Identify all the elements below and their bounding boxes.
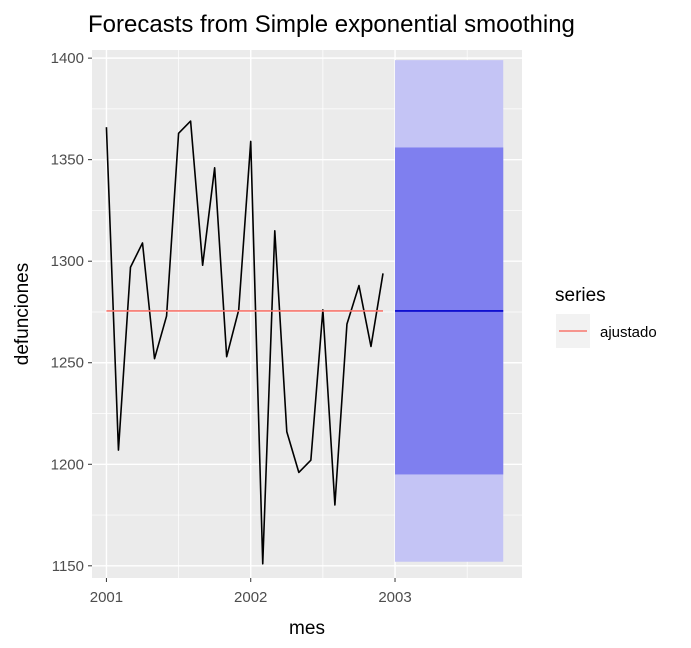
x-axis-title: mes [289,618,325,639]
x-tick-label: 2001 [90,589,123,606]
legend: series ajustado [555,285,657,348]
x-tick-label: 2002 [234,589,267,606]
x-tick-label: 2003 [378,589,411,606]
legend-title: series [555,285,606,306]
legend-label-ajustado: ajustado [600,324,657,341]
y-tick-label: 1400 [51,50,84,67]
y-tick-label: 1350 [51,152,84,169]
axis-ticks [88,57,396,582]
y-tick-label: 1300 [51,253,84,270]
y-tick-label: 1250 [51,355,84,372]
y-tick-label: 1150 [52,558,84,575]
observed-series-line [105,120,384,565]
chart-title: Forecasts from Simple exponential smooth… [88,11,575,38]
series-lines [105,120,504,565]
y-axis-title: defunciones [12,263,33,365]
y-tick-label: 1200 [51,456,84,473]
tick-labels: 1150 1200 1250 1300 1350 1400 2001 2002 2003 [51,50,412,606]
